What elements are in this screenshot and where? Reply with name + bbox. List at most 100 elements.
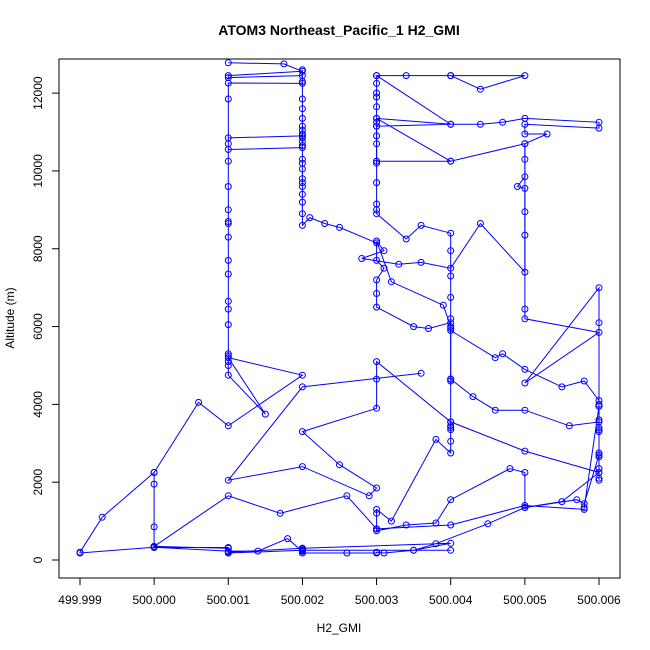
y-tick-label: 12000 [31, 76, 45, 110]
data-point [224, 256, 232, 264]
data-point [476, 220, 484, 227]
chart-title: ATOM3 Northeast_Pacific_1 H2_GMI [218, 22, 459, 38]
data-point [506, 465, 514, 473]
x-axis: 499.999 500.000 500.001 500.002 500.003 500.0… [58, 577, 621, 607]
data-point [224, 220, 232, 227]
data-point [298, 463, 306, 471]
data-point [447, 272, 455, 280]
data-point [224, 492, 232, 500]
data-point [298, 183, 306, 190]
data-point [358, 255, 366, 262]
data-point [298, 198, 306, 206]
data-point [373, 79, 381, 87]
data-point [224, 218, 232, 225]
data-point [521, 72, 529, 80]
data-point [224, 146, 232, 153]
data-point [491, 406, 499, 414]
data-point [98, 513, 106, 521]
data-point [558, 383, 566, 391]
data-point [469, 393, 477, 401]
data-point [373, 206, 381, 214]
data-point [543, 130, 551, 138]
data-point [373, 114, 381, 122]
data-point [298, 165, 306, 173]
x-tick-label: 500.001 [207, 593, 251, 607]
data-point [224, 544, 232, 552]
x-tick-label: 500.002 [281, 593, 325, 607]
data-point [387, 278, 395, 286]
data-point [224, 358, 232, 366]
data-point [76, 548, 84, 556]
data-point [521, 120, 529, 128]
data-point [373, 484, 381, 492]
data-point [447, 437, 455, 445]
data-point [150, 469, 158, 476]
data-point [447, 496, 455, 504]
data-point [373, 525, 381, 533]
data-point [410, 546, 418, 554]
y-tick-label: 2000 [31, 469, 45, 496]
data-point [521, 502, 529, 509]
data-point [380, 247, 388, 255]
data-point [306, 214, 314, 222]
data-point [373, 122, 381, 130]
data-point [447, 323, 455, 331]
x-tick-label: 499.999 [58, 593, 102, 607]
data-point [447, 426, 455, 434]
data-point [513, 183, 521, 190]
data-point [521, 379, 529, 387]
data-point [387, 517, 395, 525]
data-point [447, 418, 455, 426]
data-point [373, 303, 381, 311]
data-point [402, 521, 410, 529]
data-point [595, 476, 603, 484]
data-point [476, 85, 484, 93]
data-point [402, 72, 410, 80]
data-point [595, 469, 603, 476]
data-point [410, 323, 418, 331]
data-point [373, 509, 381, 517]
data-point [373, 404, 381, 412]
y-tick-label: 10000 [31, 154, 45, 188]
data-point [224, 297, 232, 305]
data-point [521, 305, 529, 313]
data-point [521, 469, 529, 476]
data-point [476, 120, 484, 128]
data-point [321, 220, 329, 227]
data-point [224, 206, 232, 214]
data-point [298, 134, 306, 142]
data-point [298, 95, 306, 103]
data-point [565, 422, 573, 430]
data-point [373, 358, 381, 366]
data-point [150, 523, 158, 531]
data-point [224, 183, 232, 190]
data-point [224, 59, 232, 67]
data-point [521, 365, 529, 373]
data-point [484, 520, 492, 528]
data-point [447, 157, 455, 165]
data-point [336, 223, 343, 231]
data-point [224, 74, 232, 82]
data-point [336, 461, 343, 469]
data-point [298, 221, 306, 229]
data-point [380, 549, 388, 557]
data-point [298, 122, 306, 130]
data-point [373, 179, 381, 187]
data-point [432, 435, 440, 443]
data-point [491, 354, 499, 362]
data-point [521, 315, 529, 323]
data-point [595, 124, 603, 132]
y-tick-label: 6000 [31, 313, 45, 340]
data-point [521, 130, 529, 138]
data-point [298, 383, 306, 391]
data-point [298, 544, 306, 552]
data-point [224, 362, 232, 369]
data-point [224, 548, 232, 556]
data-point [373, 93, 381, 101]
data-point [373, 210, 381, 218]
data-point [447, 247, 455, 255]
y-tick-label: 0 [31, 556, 45, 563]
data-point [447, 449, 455, 457]
data-point [261, 410, 269, 418]
